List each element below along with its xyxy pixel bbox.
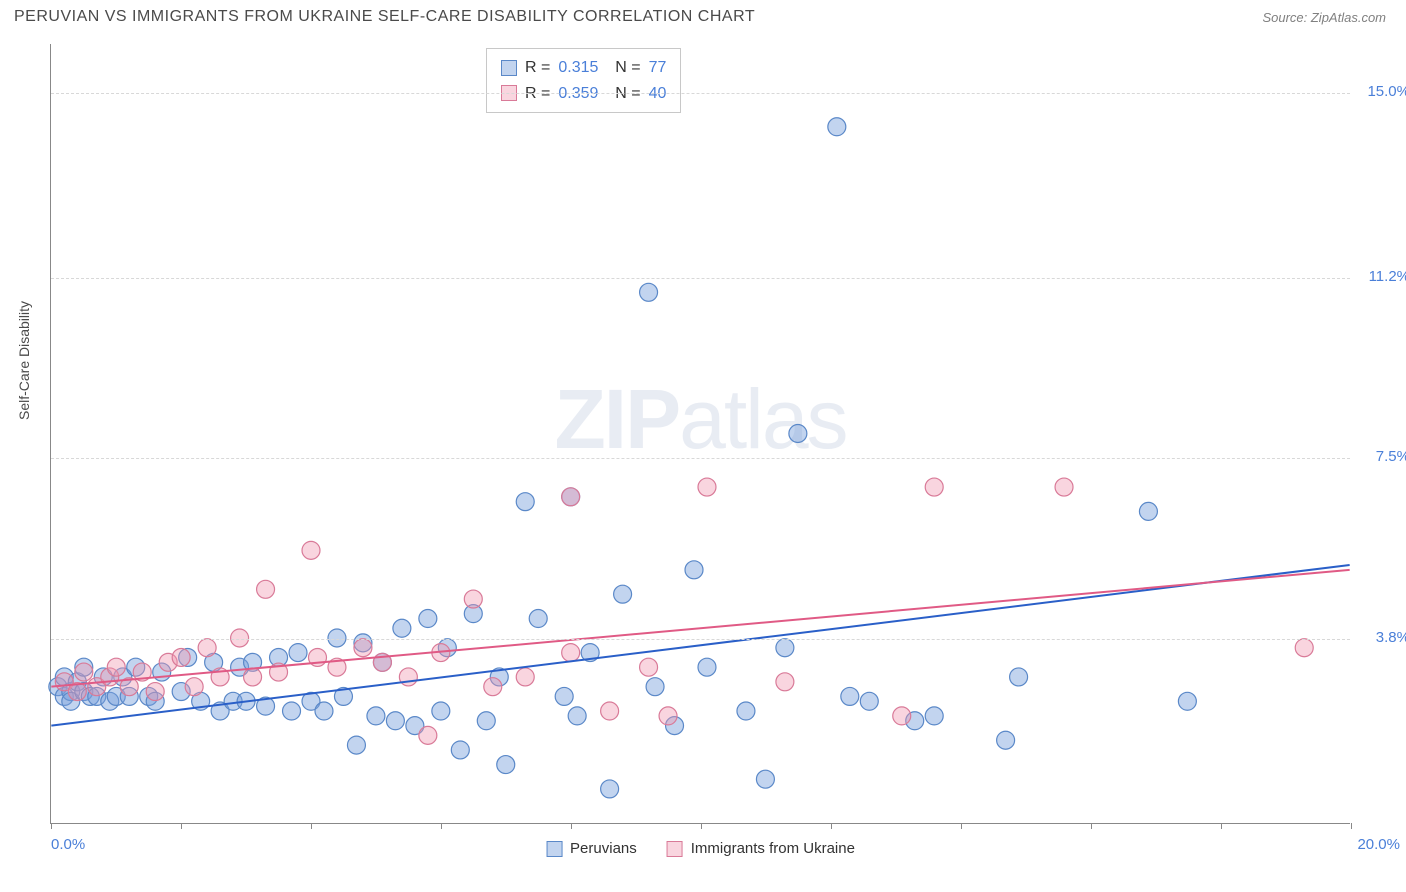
x-tick (1351, 823, 1352, 829)
data-point (419, 726, 437, 744)
x-tick (961, 823, 962, 829)
chart-source: Source: ZipAtlas.com (1262, 10, 1386, 25)
x-tick (701, 823, 702, 829)
legend-item-ukraine: Immigrants from Ukraine (667, 840, 855, 857)
swatch-ukraine-bottom (667, 841, 683, 857)
x-tick (311, 823, 312, 829)
data-point (146, 683, 164, 701)
data-point (568, 707, 586, 725)
data-point (640, 283, 658, 301)
x-tick (571, 823, 572, 829)
x-tick-label: 0.0% (51, 836, 85, 853)
data-point (776, 639, 794, 657)
data-point (698, 658, 716, 676)
data-point (172, 648, 190, 666)
data-point (198, 639, 216, 657)
data-point (497, 756, 515, 774)
x-tick-label: 20.0% (1357, 836, 1400, 853)
data-point (1010, 668, 1028, 686)
y-tick-label: 15.0% (1367, 83, 1406, 100)
x-tick (51, 823, 52, 829)
legend-item-peruvians: Peruvians (546, 840, 637, 857)
data-point (1295, 639, 1313, 657)
y-tick-label: 3.8% (1376, 629, 1406, 646)
data-point (464, 590, 482, 608)
data-point (386, 712, 404, 730)
data-point (614, 585, 632, 603)
x-tick (831, 823, 832, 829)
data-point (354, 639, 372, 657)
data-point (828, 118, 846, 136)
data-point (315, 702, 333, 720)
x-tick (1221, 823, 1222, 829)
data-point (257, 580, 275, 598)
data-point (555, 687, 573, 705)
data-point (698, 478, 716, 496)
chart-title: PERUVIAN VS IMMIGRANTS FROM UKRAINE SELF… (14, 8, 755, 26)
data-point (516, 668, 534, 686)
gridline (51, 93, 1350, 94)
data-point (1055, 478, 1073, 496)
data-point (659, 707, 677, 725)
chart-header: PERUVIAN VS IMMIGRANTS FROM UKRAINE SELF… (0, 0, 1406, 30)
data-point (776, 673, 794, 691)
data-point (516, 493, 534, 511)
gridline (51, 639, 1350, 640)
data-point (737, 702, 755, 720)
x-tick (441, 823, 442, 829)
data-point (185, 678, 203, 696)
gridline (51, 278, 1350, 279)
x-tick (181, 823, 182, 829)
data-point (75, 663, 93, 681)
data-point (841, 687, 859, 705)
data-point (640, 658, 658, 676)
data-point (367, 707, 385, 725)
data-point (419, 610, 437, 628)
data-point (451, 741, 469, 759)
trend-line (51, 565, 1349, 726)
data-point (646, 678, 664, 696)
data-point (244, 668, 262, 686)
data-point (477, 712, 495, 730)
data-point (484, 678, 502, 696)
data-point (347, 736, 365, 754)
chart-plot-area: ZIPatlas R = 0.315 N = 77 R = 0.359 N = … (50, 44, 1350, 824)
data-point (789, 425, 807, 443)
data-point (925, 478, 943, 496)
series-legend: Peruvians Immigrants from Ukraine (546, 840, 855, 857)
data-point (302, 541, 320, 559)
data-point (393, 619, 411, 637)
swatch-peruvians-bottom (546, 841, 562, 857)
gridline (51, 458, 1350, 459)
data-point (893, 707, 911, 725)
data-point (997, 731, 1015, 749)
data-point (860, 692, 878, 710)
data-point (756, 770, 774, 788)
data-point (432, 702, 450, 720)
data-point (289, 644, 307, 662)
data-point (107, 658, 125, 676)
data-point (925, 707, 943, 725)
data-point (562, 644, 580, 662)
data-point (1178, 692, 1196, 710)
y-tick-label: 7.5% (1376, 448, 1406, 465)
legend-label-peruvians: Peruvians (570, 840, 637, 857)
data-point (283, 702, 301, 720)
x-tick (1091, 823, 1092, 829)
data-point (1139, 502, 1157, 520)
data-point (601, 780, 619, 798)
data-point (529, 610, 547, 628)
legend-label-ukraine: Immigrants from Ukraine (691, 840, 855, 857)
data-point (399, 668, 417, 686)
scatter-svg (51, 44, 1350, 823)
data-point (562, 488, 580, 506)
data-point (601, 702, 619, 720)
y-tick-label: 11.2% (1369, 268, 1406, 285)
data-point (685, 561, 703, 579)
y-axis-label: Self-Care Disability (16, 301, 32, 420)
